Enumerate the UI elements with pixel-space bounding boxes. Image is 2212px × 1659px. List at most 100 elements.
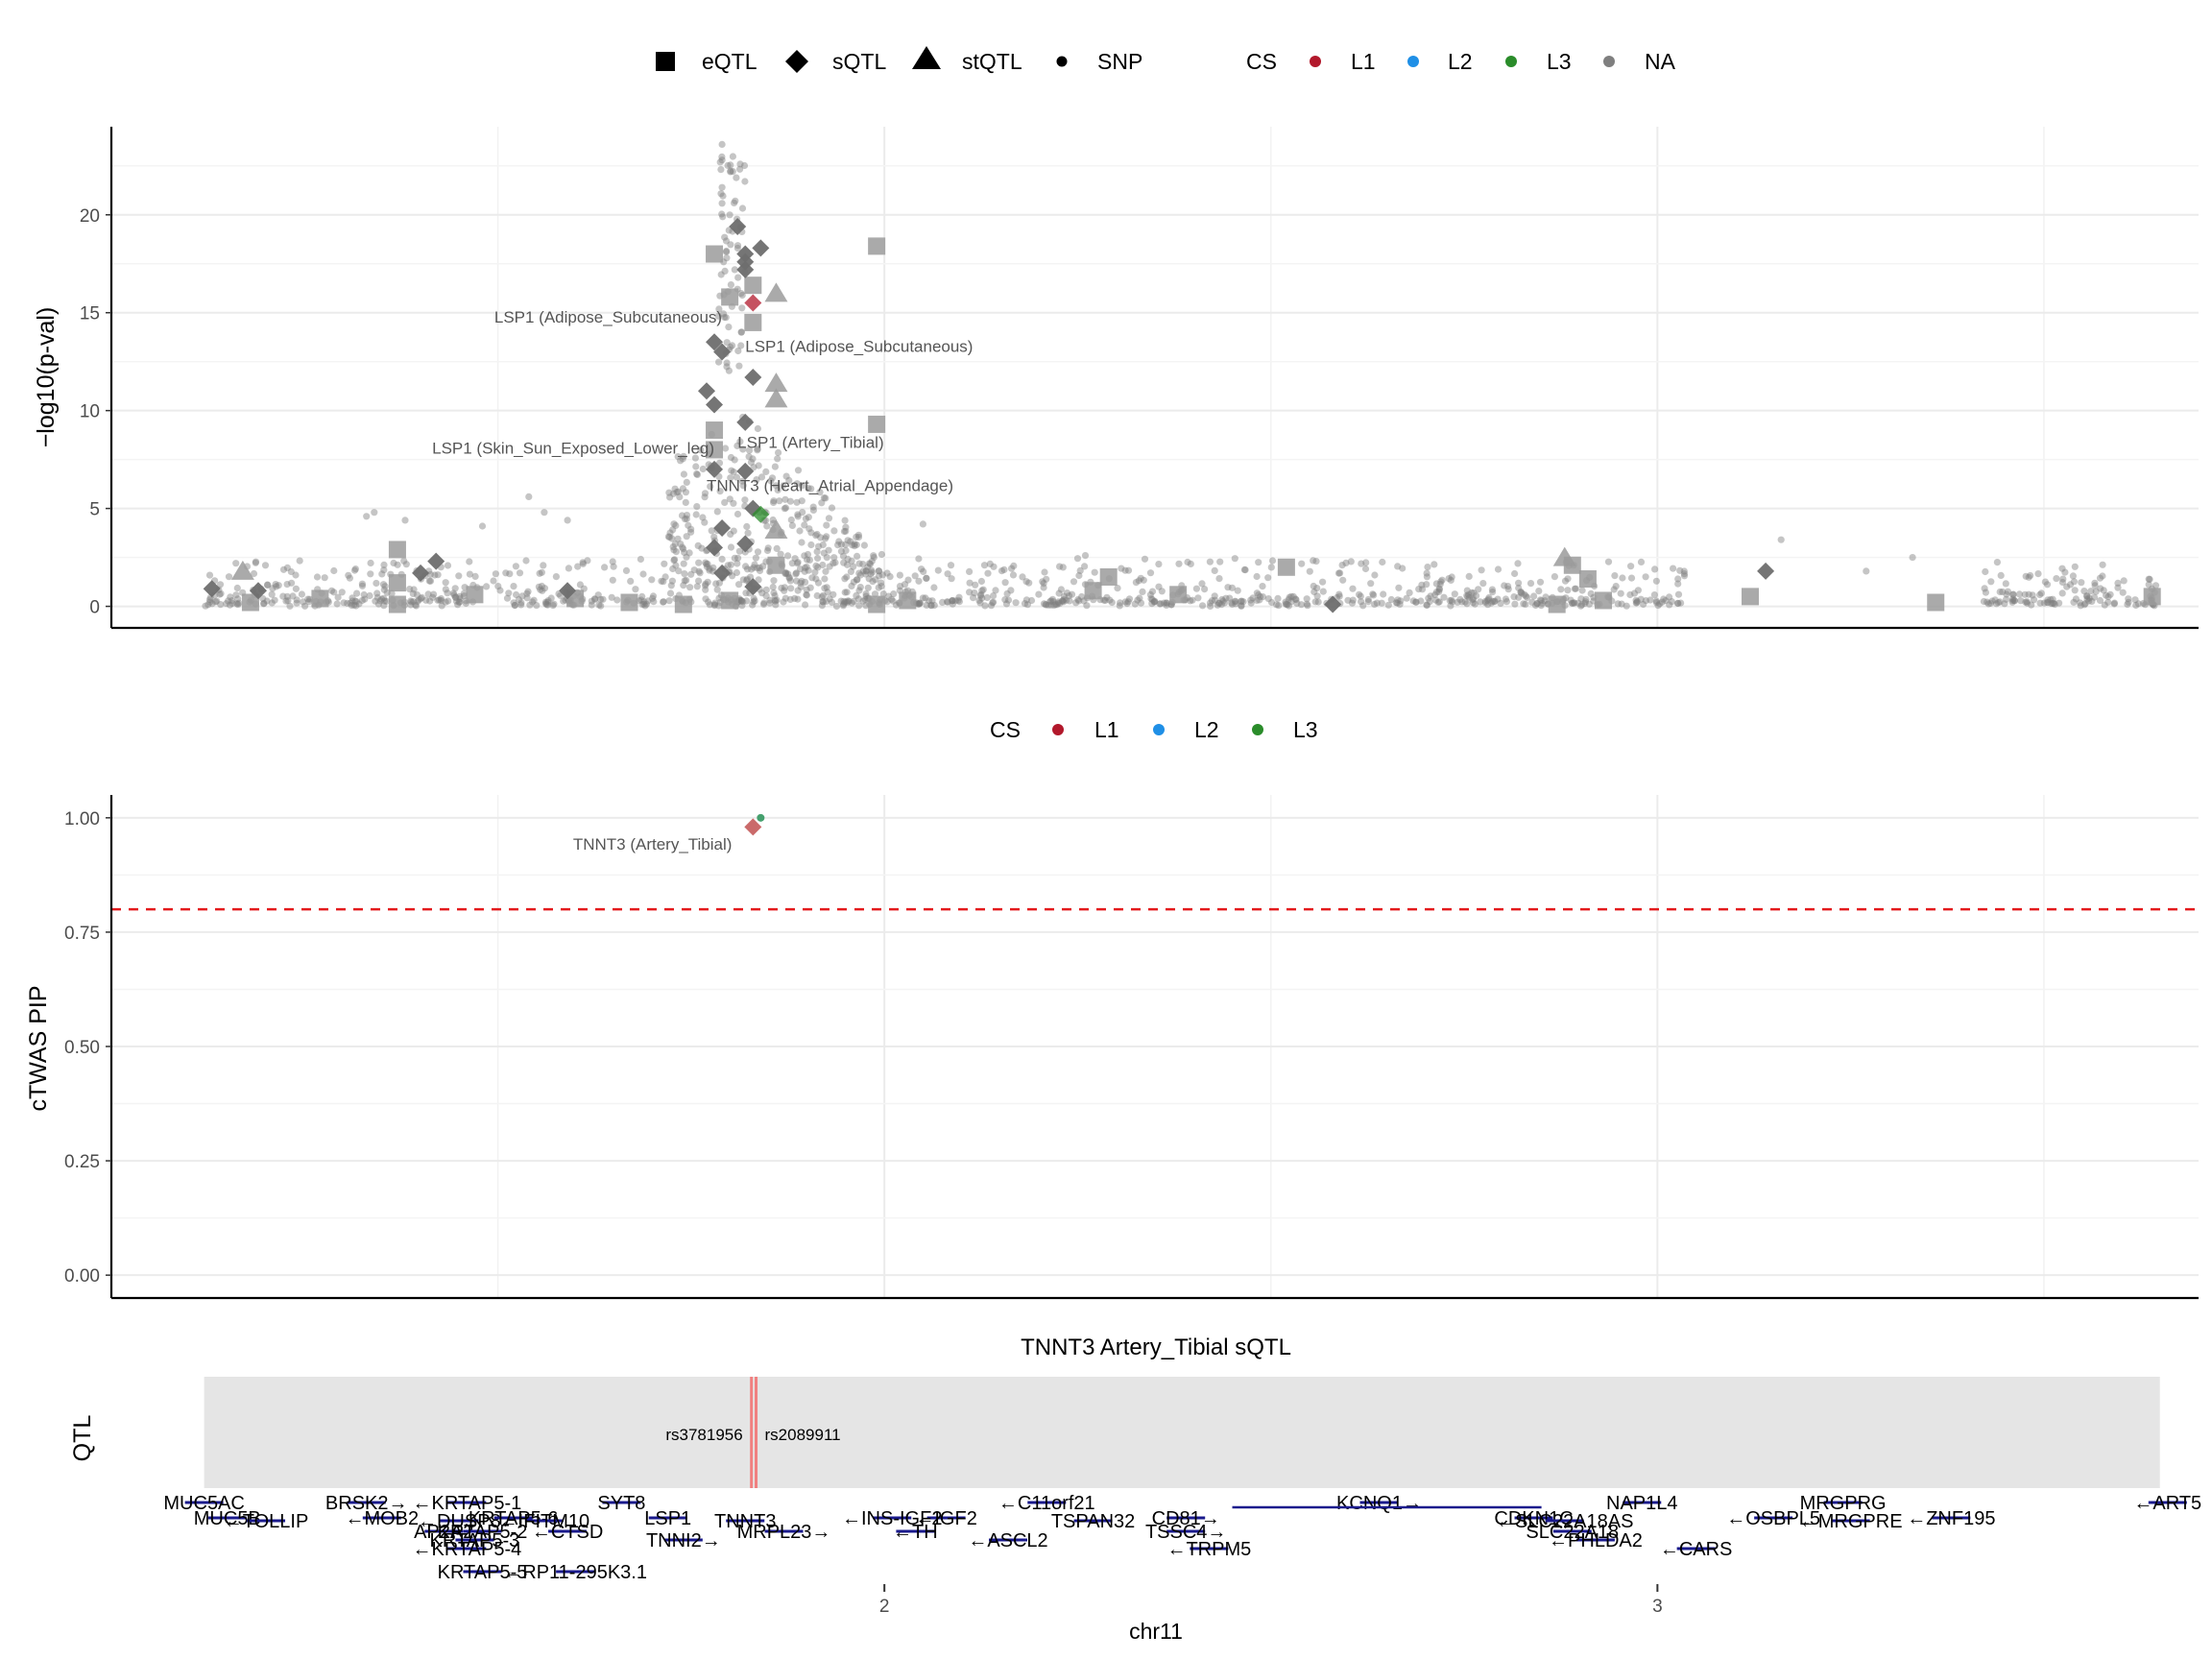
snp-point [990,592,998,600]
snp-point [1567,596,1575,604]
snp-point [1047,601,1055,609]
snp-point [1503,598,1510,606]
snp-point [2080,588,2088,595]
snp-point [1468,589,1476,596]
snp-point [1487,599,1495,607]
snp-point [862,567,870,575]
gwas-y-tick-label: 5 [89,500,100,520]
snp-point [1289,592,1297,601]
snp-point [2003,595,2010,603]
snp-point [847,538,854,545]
snp-point [727,241,734,249]
snp-point [260,600,268,608]
snp-point [746,446,754,454]
snp-point [512,563,520,570]
legend-title-cs: CS [1246,49,1277,74]
snp-point [1432,580,1440,588]
snp-point [638,601,646,609]
snp-point [986,560,994,568]
eqtl-marker [1578,570,1597,589]
snp-point [2010,597,2019,605]
snp-point [2029,591,2036,599]
snp-point [769,583,777,591]
snp-point [1192,585,1200,592]
snp-point [666,529,674,537]
snp-point [1187,597,1194,605]
snp-point [781,505,789,513]
sqtl-marker [729,217,747,235]
snp-point [1336,569,1344,577]
snp-point [739,482,747,490]
snp-point [430,590,438,598]
snp-point [1569,599,1576,608]
snp-point [637,555,645,564]
snp-point [803,590,810,599]
snp-point [683,515,690,523]
snp-point [1306,567,1313,575]
snp-point [228,599,236,608]
snp-point [1666,601,1673,609]
snp-point [1392,599,1400,607]
snp-point [2058,578,2066,587]
snp-point [597,595,605,604]
snp-point [2023,598,2031,606]
snp-point [805,485,812,493]
snp-point [1249,594,1257,602]
gene-label: ←MRGPRE [1799,1511,1903,1532]
snp-point [1577,602,1585,610]
snp-point [875,584,882,591]
snp-point [382,597,391,605]
snp-point [452,593,460,602]
snp-point [283,581,291,589]
snp-point [434,596,442,604]
snp-point [793,498,801,506]
snp-point [949,597,956,605]
snp-point [944,598,951,606]
gwas-annotations: LSP1 (Adipose_Subcutaneous)LSP1 (Adipose… [432,308,973,494]
snp-point [417,594,424,603]
snp-point [1432,589,1440,596]
snp-point [750,464,757,471]
snp-point [1000,565,1008,574]
snp-point [1310,588,1318,596]
snp-point [875,567,882,575]
snp-point [972,581,979,589]
gene-label: CDKN1C [1494,1508,1573,1529]
snp-point [1909,554,1916,562]
snp-point [826,595,833,603]
snp-point [1581,599,1589,608]
snp-point [665,533,674,541]
snp-point [390,559,397,567]
snp-point [601,564,609,571]
snp-point [671,485,679,493]
snp-point [1469,599,1477,607]
snp-point [1380,590,1387,598]
gene-label: ←TOLLIP [224,1511,309,1532]
snp-point [864,564,872,571]
snp-point [1458,598,1466,606]
snp-point [455,598,463,606]
snp-point [867,570,875,578]
snp-point [692,511,700,518]
eqtl-marker [311,589,329,608]
snp-point [2097,585,2104,592]
snp-point [710,601,719,609]
gene-label: TNNT3 [714,1511,776,1532]
snp-point [759,563,767,570]
snp-point [710,602,718,610]
snp-point [1232,597,1239,605]
snp-point [538,582,546,590]
snp-point [729,168,736,176]
gene-label: ←CARS [1660,1539,1733,1560]
snp-point [813,530,821,539]
snp-point [703,561,710,568]
snp-point [804,550,812,559]
pip-annotations: TNNT3 (Artery_Tibial) [573,835,733,854]
snp-point [915,555,923,563]
snp-point [713,508,721,516]
sqtl-marker [427,552,445,570]
snp-point [466,570,473,578]
snp-point [1285,596,1292,604]
snp-point [1357,592,1364,600]
